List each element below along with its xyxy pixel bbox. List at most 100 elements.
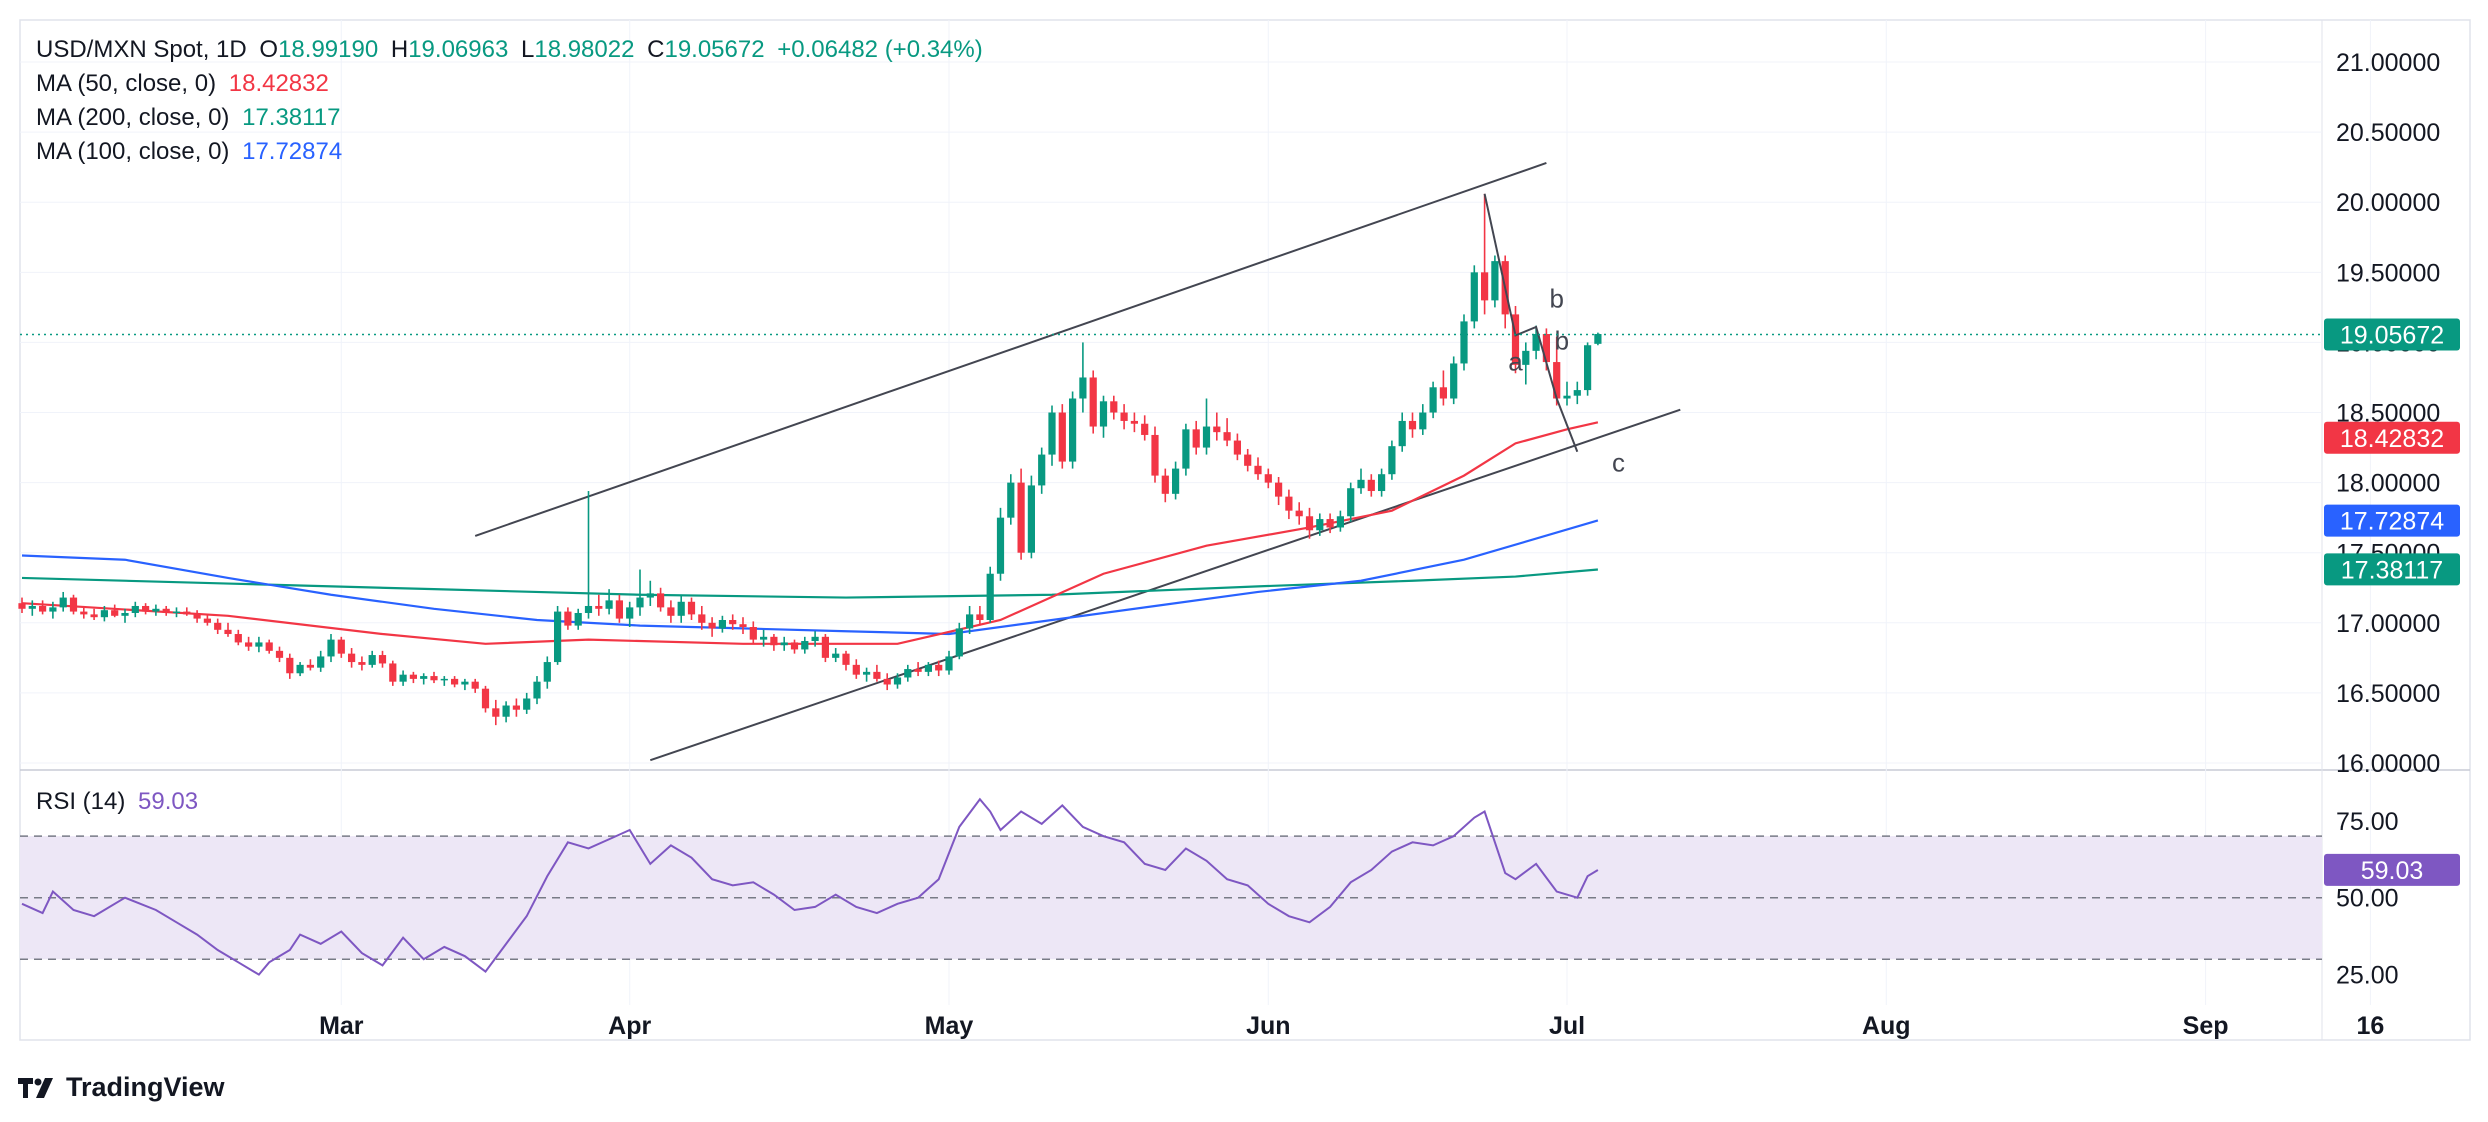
candle-body: [945, 656, 953, 671]
symbol-title[interactable]: USD/MXN Spot, 1D: [36, 36, 247, 63]
candle-body: [1594, 334, 1602, 344]
candle-body: [49, 607, 57, 612]
candle-body: [1398, 420, 1406, 447]
candle-body: [451, 678, 459, 685]
candle-body: [1069, 398, 1077, 462]
candle-body: [512, 705, 520, 710]
candle-body: [1244, 454, 1252, 466]
candle-body: [708, 622, 716, 629]
ma200-legend[interactable]: MA (200, close, 0) 17.38117: [36, 104, 346, 132]
ma50-line: [21, 421, 1599, 645]
candle-body: [780, 642, 788, 646]
candle-body: [605, 600, 613, 609]
ohlc-legend[interactable]: USD/MXN Spot, 1D O18.99190 H19.06963 L18…: [36, 36, 989, 64]
candle-body: [111, 610, 119, 616]
rsi-tick-label: 25.00: [2336, 962, 2399, 990]
candle-body: [1161, 475, 1169, 494]
close-label: C: [647, 36, 665, 63]
ma100-label: MA (100, close, 0): [36, 138, 230, 165]
candle-body: [1295, 510, 1303, 517]
candle-body: [564, 611, 572, 626]
candle-body: [1511, 314, 1520, 365]
change-value: +0.06482 (+0.34%): [777, 36, 983, 63]
time-axis-label: Jul: [1549, 1012, 1585, 1040]
ma50-tag: [2324, 421, 2460, 454]
rsi-label: RSI (14): [36, 788, 126, 815]
candle-body: [523, 698, 531, 710]
high-value: 19.06963: [408, 36, 509, 63]
candle-body: [667, 607, 675, 616]
candle-body: [883, 678, 891, 685]
candle-body: [543, 662, 551, 682]
candle-body: [966, 614, 974, 629]
rsi-band: [20, 835, 2322, 960]
ma50-legend[interactable]: MA (50, close, 0) 18.42832: [36, 70, 335, 98]
rsi-value: 59.03: [138, 788, 199, 815]
time-axis-label: Aug: [1862, 1012, 1911, 1040]
rsi-tag-text: 59.03: [2361, 857, 2424, 885]
price-tick-label: 16.00000: [2336, 750, 2440, 778]
candle-body: [69, 597, 78, 612]
ma100-tag-text: 17.72874: [2340, 508, 2444, 536]
candle-body: [1378, 474, 1386, 492]
candle-body: [224, 629, 232, 635]
candle-body: [327, 639, 335, 657]
time-axis-label: May: [925, 1012, 974, 1040]
candle-body: [595, 605, 603, 609]
wave-annotation: a bb c: [1483, 193, 1625, 477]
wave-label: a: [1508, 346, 1523, 376]
candle-body: [1522, 350, 1530, 365]
candle-body: [1481, 272, 1489, 301]
candle-body: [687, 601, 696, 615]
candle-body: [1130, 420, 1138, 424]
candle-body: [440, 678, 448, 681]
candle-body: [986, 573, 994, 620]
ma200-tag-text: 17.38117: [2341, 556, 2443, 584]
wave-label: b: [1555, 325, 1569, 355]
candle-body: [306, 664, 314, 668]
price-tick-label: 19.50000: [2336, 259, 2440, 287]
channel-trendlines: [474, 162, 1681, 762]
rsi-legend[interactable]: RSI (14) 59.03: [36, 788, 204, 816]
candle-body: [1408, 420, 1417, 430]
open-value: 18.99190: [278, 36, 379, 63]
open-label: O: [259, 36, 279, 63]
wave-path: [1483, 193, 1579, 453]
candle-body: [1450, 363, 1458, 399]
candle-body: [1202, 426, 1211, 448]
candle-body: [481, 688, 490, 709]
tradingview-logo[interactable]: TradingView: [18, 1072, 225, 1103]
candle-body: [296, 664, 304, 674]
candle-body: [1058, 412, 1066, 462]
ma200-value: 17.38117: [242, 104, 341, 131]
candle-body: [1357, 479, 1365, 489]
candle-body: [1079, 377, 1087, 399]
candle-body: [832, 653, 840, 658]
ma200-tag: [2324, 553, 2460, 586]
candle-body: [1264, 474, 1272, 483]
candle-body: [955, 628, 963, 657]
rsi-tick-label: 50.00: [2336, 885, 2399, 913]
channel-line: [474, 162, 1547, 537]
candle-body: [1048, 412, 1056, 455]
candle-body: [914, 669, 922, 672]
last-price-tag-text: 19.05672: [2340, 321, 2444, 349]
candle-body: [90, 614, 98, 618]
wave-label: b: [1549, 283, 1563, 313]
candle-body: [502, 705, 510, 717]
rsi-tag: [2324, 853, 2460, 886]
candle-body: [533, 681, 541, 699]
low-label: L: [520, 36, 535, 63]
candle-body: [1007, 482, 1015, 518]
ma100-legend[interactable]: MA (100, close, 0) 17.72874: [36, 138, 348, 166]
candle-body: [286, 657, 294, 674]
candle-body: [1542, 334, 1550, 363]
candle-body: [1182, 429, 1190, 469]
ma100-line: [21, 519, 1599, 636]
candle-body: [1419, 412, 1427, 430]
candle-body: [420, 676, 428, 679]
candle-body: [378, 655, 387, 664]
candle-body: [811, 636, 819, 642]
candle-body: [471, 681, 479, 689]
candle-body: [574, 612, 582, 626]
